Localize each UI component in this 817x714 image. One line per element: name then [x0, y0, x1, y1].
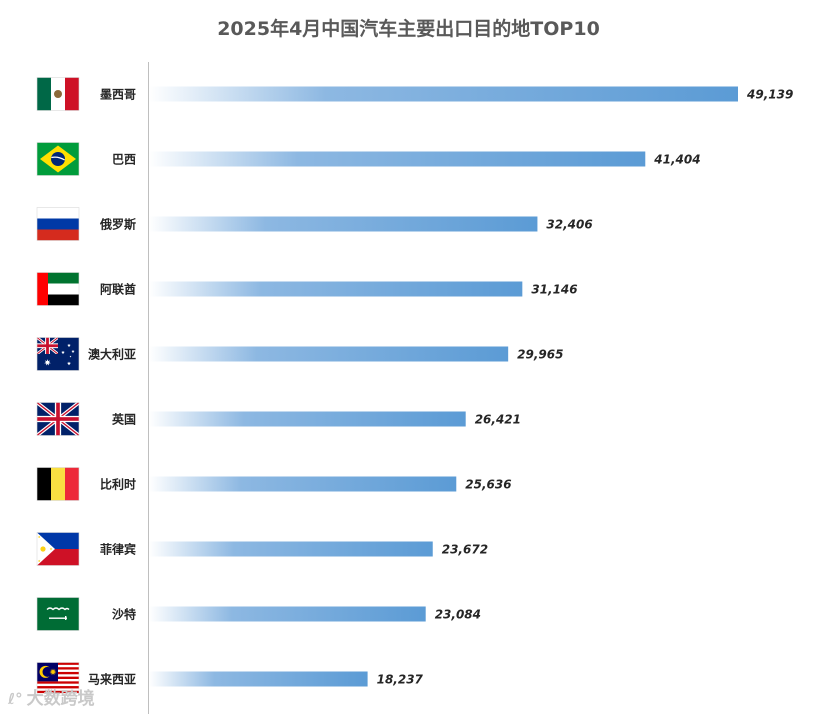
philippines-flag-icon: [36, 532, 80, 566]
bar: [149, 281, 523, 297]
category-label: 比利时: [100, 477, 136, 492]
category-label: 俄罗斯: [99, 217, 136, 232]
malaysia-flag-icon: [36, 662, 80, 696]
brazil-flag-icon: [36, 142, 80, 176]
data-label: 18,237: [377, 673, 424, 687]
data-label: 32,406: [546, 218, 592, 232]
bar: [149, 346, 509, 362]
bar: [149, 606, 426, 622]
category-label: 巴西: [112, 153, 136, 167]
chart-title: 2025年4月中国汽车主要出口目的地TOP10: [217, 18, 600, 40]
bar: [149, 86, 738, 102]
category-label: 沙特: [112, 607, 136, 622]
data-label: 41,404: [653, 153, 700, 167]
data-label: 23,672: [442, 543, 488, 557]
watermark-logo-icon: ℓ°: [8, 690, 23, 708]
category-label: 菲律宾: [100, 542, 136, 557]
bar: [149, 541, 433, 557]
saudi-arabia-flag-icon: [36, 597, 80, 631]
mexico-flag-icon: [36, 77, 80, 111]
bar: [149, 411, 466, 427]
category-label: 墨西哥: [100, 88, 136, 102]
data-label: 29,965: [517, 348, 563, 362]
data-label: 26,421: [475, 413, 521, 427]
uae-flag-icon: [36, 272, 80, 306]
uk-flag-icon: [36, 402, 80, 436]
bar: [149, 476, 457, 492]
category-label: 澳大利亚: [88, 347, 136, 362]
category-label: 英国: [112, 412, 136, 427]
data-label: 23,084: [435, 608, 481, 622]
bar: [149, 671, 368, 687]
category-label: 马来西亚: [88, 672, 136, 687]
watermark: ℓ° 大数跨境: [8, 684, 95, 709]
category-label: 阿联酋: [100, 282, 136, 297]
data-label: 25,636: [465, 478, 511, 492]
russia-flag-icon: [36, 207, 80, 241]
bar: [149, 151, 646, 167]
bar: [149, 216, 538, 232]
belgium-flag-icon: [36, 467, 80, 501]
data-label: 49,139: [746, 88, 793, 102]
watermark-text: 大数跨境: [26, 689, 95, 709]
data-label: 31,146: [531, 283, 577, 297]
australia-flag-icon: [36, 337, 80, 371]
